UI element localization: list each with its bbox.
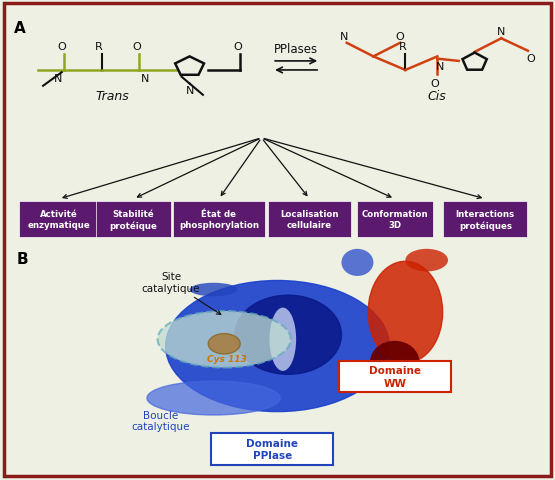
Text: Conformation
3D: Conformation 3D	[361, 210, 428, 230]
Text: O: O	[526, 54, 535, 64]
FancyBboxPatch shape	[211, 433, 334, 465]
Text: A: A	[14, 21, 26, 36]
FancyBboxPatch shape	[18, 202, 99, 238]
Text: O: O	[430, 79, 439, 89]
Text: N: N	[141, 74, 149, 84]
Text: O: O	[233, 42, 242, 52]
Circle shape	[158, 312, 291, 368]
Text: O: O	[132, 42, 140, 52]
FancyBboxPatch shape	[357, 202, 432, 238]
FancyBboxPatch shape	[268, 202, 351, 238]
Ellipse shape	[405, 249, 448, 272]
Text: N: N	[185, 85, 194, 96]
Text: Activité
enzymatique: Activité enzymatique	[28, 210, 90, 230]
Text: Cis: Cis	[428, 90, 447, 103]
FancyBboxPatch shape	[339, 361, 451, 393]
Text: N: N	[340, 32, 349, 41]
Ellipse shape	[341, 249, 374, 276]
Ellipse shape	[165, 281, 390, 412]
FancyBboxPatch shape	[96, 202, 171, 238]
FancyBboxPatch shape	[173, 202, 265, 238]
FancyBboxPatch shape	[443, 202, 527, 238]
Ellipse shape	[270, 308, 296, 371]
Text: Domaine
WW: Domaine WW	[369, 366, 421, 388]
Ellipse shape	[208, 334, 240, 354]
Text: R: R	[95, 42, 103, 52]
Text: Cys 113: Cys 113	[207, 354, 247, 363]
Text: Stabilité
protéique: Stabilité protéique	[110, 209, 158, 230]
Ellipse shape	[371, 342, 418, 383]
Text: N: N	[436, 62, 444, 72]
Ellipse shape	[235, 296, 341, 374]
Ellipse shape	[368, 262, 443, 363]
Text: Domaine
PPlase: Domaine PPlase	[246, 438, 298, 460]
Text: O: O	[57, 42, 66, 52]
Text: R: R	[399, 42, 407, 52]
Text: Site
catalytique: Site catalytique	[142, 272, 221, 315]
Text: O: O	[396, 32, 405, 41]
Text: Localisation
cellulaire: Localisation cellulaire	[280, 210, 339, 230]
Text: N: N	[497, 27, 506, 37]
Text: N: N	[54, 74, 62, 84]
Text: B: B	[17, 252, 28, 266]
Ellipse shape	[147, 381, 280, 415]
Text: État de
phosphorylation: État de phosphorylation	[179, 210, 259, 230]
Text: Interactions
protéiques: Interactions protéiques	[456, 209, 515, 230]
Text: Boucle
catalytique: Boucle catalytique	[131, 410, 190, 432]
Text: Trans: Trans	[95, 90, 129, 103]
Ellipse shape	[190, 283, 238, 297]
Text: PPlases: PPlases	[274, 43, 318, 56]
